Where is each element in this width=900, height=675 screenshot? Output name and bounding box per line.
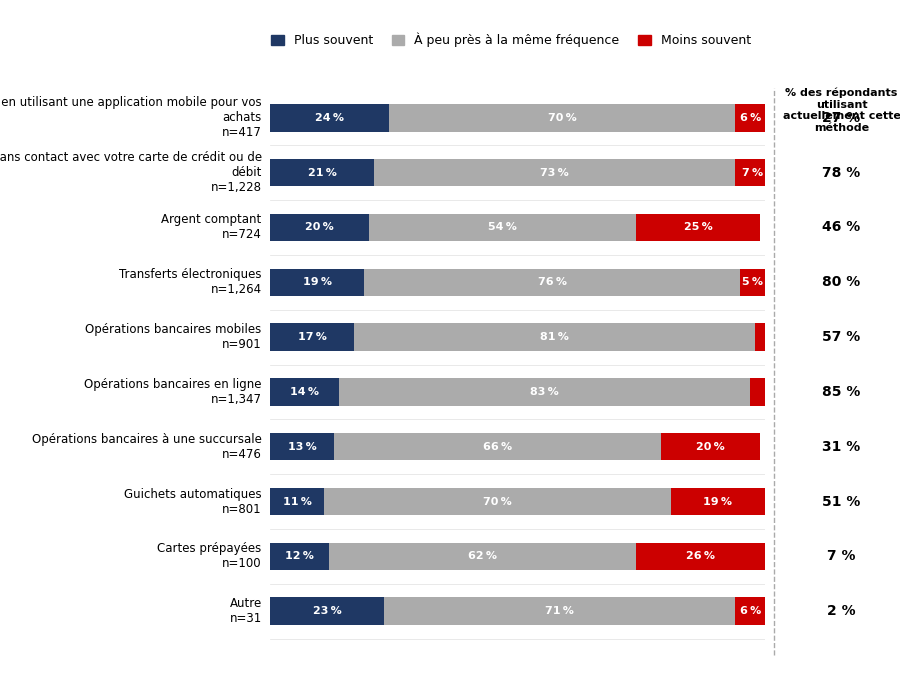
Bar <box>270 488 324 515</box>
Text: 76 %: 76 % <box>537 277 567 288</box>
Text: 19 %: 19 % <box>302 277 331 288</box>
Text: 7 %: 7 % <box>742 167 763 178</box>
Bar <box>270 104 389 132</box>
Bar <box>384 597 735 625</box>
Text: 66 %: 66 % <box>483 441 512 452</box>
Bar <box>270 378 339 406</box>
Bar <box>374 159 735 186</box>
Bar <box>335 433 661 460</box>
Text: 46 %: 46 % <box>823 221 860 234</box>
Bar <box>339 378 751 406</box>
Text: 20 %: 20 % <box>305 223 334 232</box>
Bar <box>671 488 765 515</box>
Text: 83 %: 83 % <box>530 387 559 397</box>
Bar <box>755 323 765 351</box>
Bar <box>751 378 765 406</box>
Bar <box>270 269 364 296</box>
Bar <box>735 159 770 186</box>
Bar <box>735 597 765 625</box>
Bar <box>355 323 755 351</box>
Bar <box>369 214 636 241</box>
Text: 24 %: 24 % <box>315 113 344 123</box>
Text: 81 %: 81 % <box>540 332 569 342</box>
Bar <box>661 433 760 460</box>
Text: 51 %: 51 % <box>823 495 860 508</box>
Bar <box>329 543 636 570</box>
Bar <box>636 214 760 241</box>
Bar <box>735 104 765 132</box>
Bar <box>364 269 741 296</box>
Text: 12 %: 12 % <box>285 551 314 562</box>
Text: 19 %: 19 % <box>704 497 733 506</box>
Bar <box>636 543 765 570</box>
Bar <box>741 269 765 296</box>
Bar <box>270 597 384 625</box>
Text: 13 %: 13 % <box>288 441 317 452</box>
Text: 11 %: 11 % <box>283 497 311 506</box>
Text: 62 %: 62 % <box>468 551 498 562</box>
Text: 31 %: 31 % <box>823 439 860 454</box>
Text: 21 %: 21 % <box>308 167 337 178</box>
Text: 7 %: 7 % <box>827 549 856 564</box>
Text: 80 %: 80 % <box>823 275 860 290</box>
Text: 57 %: 57 % <box>823 330 860 344</box>
Text: 14 %: 14 % <box>290 387 320 397</box>
Text: 2 %: 2 % <box>827 604 856 618</box>
Bar <box>324 488 671 515</box>
Text: 23 %: 23 % <box>312 606 341 616</box>
Bar <box>270 543 329 570</box>
Text: 71 %: 71 % <box>545 606 574 616</box>
Bar <box>270 214 369 241</box>
Text: 26 %: 26 % <box>686 551 716 562</box>
Text: 70 %: 70 % <box>483 497 512 506</box>
Text: 54 %: 54 % <box>488 223 517 232</box>
Text: 17 %: 17 % <box>298 332 327 342</box>
Bar <box>270 323 355 351</box>
Bar <box>389 104 735 132</box>
Text: 73 %: 73 % <box>540 167 569 178</box>
Text: 6 %: 6 % <box>740 113 760 123</box>
Text: 20 %: 20 % <box>697 441 724 452</box>
Bar <box>270 433 335 460</box>
Text: 5 %: 5 % <box>742 277 763 288</box>
Text: 78 %: 78 % <box>823 165 860 180</box>
Text: 6 %: 6 % <box>740 606 760 616</box>
Text: 25 %: 25 % <box>684 223 713 232</box>
Text: 27 %: 27 % <box>823 111 860 125</box>
Bar <box>270 159 374 186</box>
Text: 85 %: 85 % <box>823 385 860 399</box>
Text: % des répondants
utilisant
actuellement cette
méthode: % des répondants utilisant actuellement … <box>783 88 900 133</box>
Text: 70 %: 70 % <box>548 113 576 123</box>
Legend: Plus souvent, À peu près à la même fréquence, Moins souvent: Plus souvent, À peu près à la même fréqu… <box>266 28 756 52</box>
